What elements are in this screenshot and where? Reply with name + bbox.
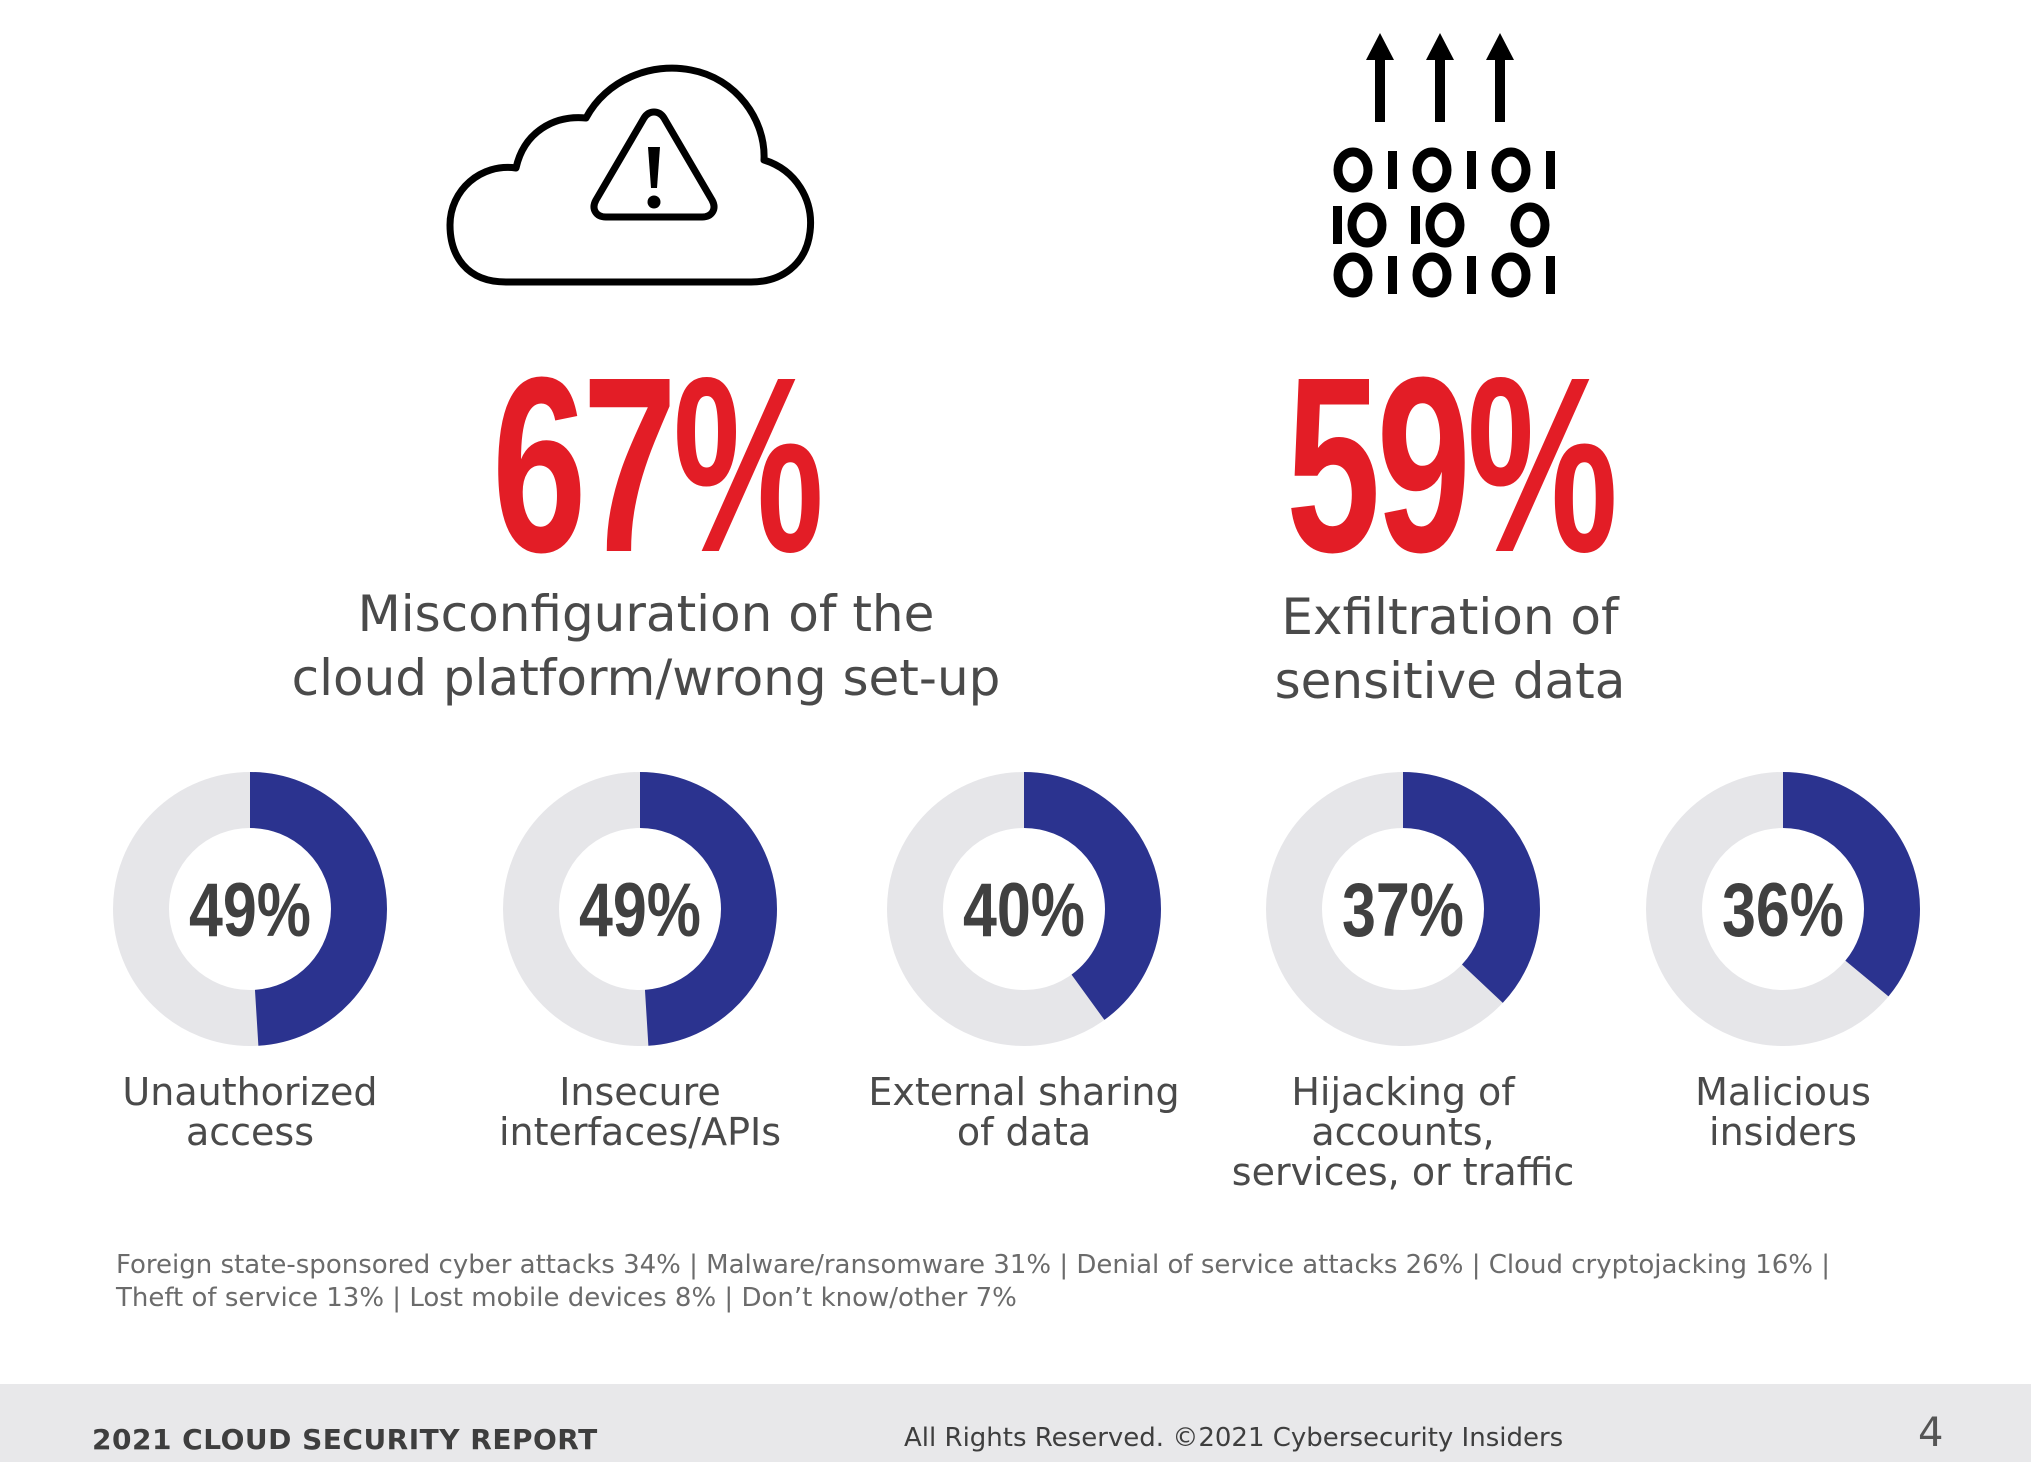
stat-exfiltration-label: Exfiltration of sensitive data [1150,585,1750,713]
donut-4: 37% [1266,772,1540,1046]
donut-category-label-line: External sharing [868,1070,1180,1114]
donut-category-label-line: access [185,1110,315,1154]
donut-value-arc [887,772,1161,1046]
donut-category-label-line: Hijacking of [1291,1070,1515,1114]
stat-exfiltration-value: 59% [1285,325,1618,604]
donut-category-label-line: services, or traffic [1231,1150,1575,1194]
donut-category-label-line: Unauthorized [122,1070,378,1114]
other-responses: Foreign state-sponsored cyber attacks 34… [116,1249,1946,1315]
donut-value-arc [1646,772,1920,1046]
donut-category-label-line: Malicious [1695,1070,1871,1114]
donut-value-arc [1266,772,1540,1046]
donut-value-label: 36% [1722,868,1844,953]
donut-value-arc [113,772,387,1046]
page-number: 4 [1918,1410,1944,1456]
stat-misconfiguration-value: 67% [491,325,824,604]
donut-category-label: Unauthorized access [60,1072,440,1152]
other-responses-line1: Foreign state-sponsored cyber attacks 34… [116,1250,1831,1280]
stat-misconfiguration-label-line2: cloud platform/wrong set-up [291,649,1001,707]
donut-category-label-line: interfaces/APIs [499,1110,781,1154]
other-responses-line2: Theft of service 13% | Lost mobile devic… [116,1283,1017,1313]
stat-exfiltration-label-line1: Exfiltration of [1281,588,1619,646]
donut-category-label: Insecure interfaces/APIs [450,1072,830,1152]
donut-3: 40% [887,772,1161,1046]
donut-category-label: Hijacking of accounts, services, or traffi… [1213,1072,1593,1192]
donut-2: 49% [503,772,777,1046]
donut-5: 36% [1646,772,1920,1046]
cloud-warning-icon [446,64,815,286]
copyright-notice: All Rights Reserved. ©2021 Cybersecurity… [904,1423,1564,1453]
donut-value-arc [503,772,777,1046]
donut-value-label: 49% [579,868,701,953]
donut-value-label: 40% [963,868,1085,953]
donut-category-label: External sharing of data [834,1072,1214,1152]
report-title: 2021 CLOUD SECURITY REPORT [92,1423,598,1456]
donut-category-label-line: accounts, [1311,1110,1495,1154]
donut-category-label: Malicious insiders [1593,1072,1973,1152]
donut-value-label: 49% [189,868,311,953]
donut-category-label-line: of data [956,1110,1092,1154]
stat-exfiltration-label-line2: sensitive data [1274,652,1626,710]
footer-bar: 2021 CLOUD SECURITY REPORT All Rights Re… [0,1384,2031,1462]
binary-upload-icon [1333,33,1555,298]
donut-1: 49% [113,772,387,1046]
stat-misconfiguration-label-line1: Misconfiguration of the [357,585,935,643]
donut-value-label: 37% [1342,868,1464,953]
donut-category-label-line: Insecure [559,1070,721,1114]
donut-category-label-line: insiders [1709,1110,1857,1154]
stat-misconfiguration-label: Misconfiguration of the cloud platform/w… [186,582,1106,710]
